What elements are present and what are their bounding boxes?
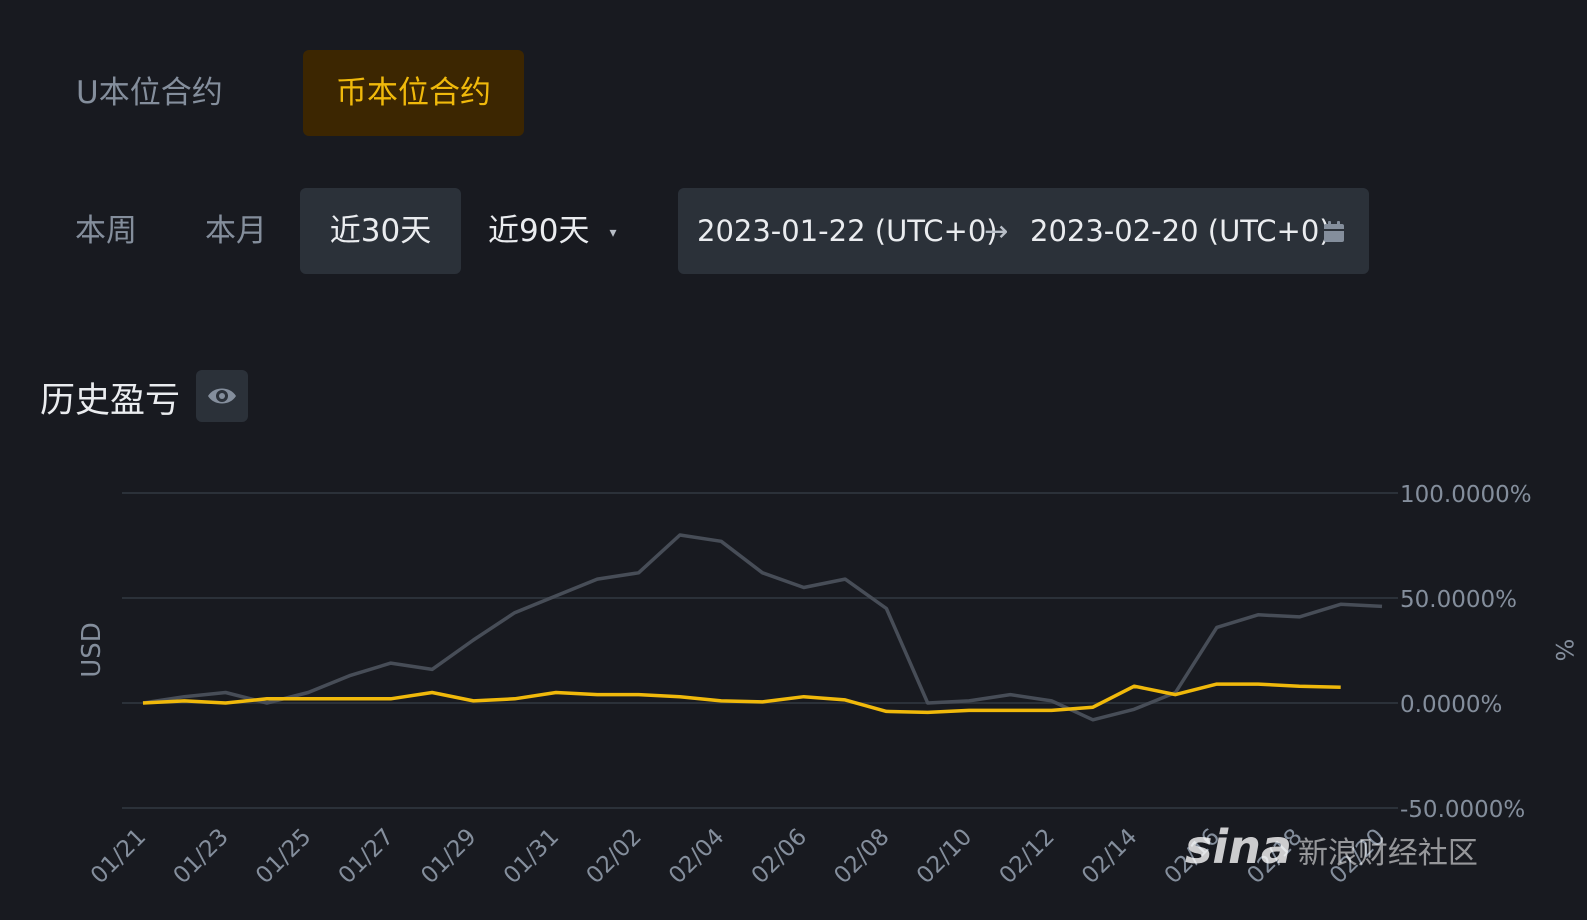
sina-logo: sina: [1185, 820, 1292, 874]
x-tick-label: 02/14: [1077, 824, 1142, 889]
arrow-right-icon: →: [984, 214, 1009, 248]
watermark: sina 新浪财经社区: [1185, 820, 1478, 874]
x-tick-label: 01/23: [169, 824, 234, 889]
x-tick-label: 02/08: [829, 824, 894, 889]
range-last-90-days-dropdown[interactable]: 近90天 ▾: [488, 188, 616, 274]
calendar-icon[interactable]: [1322, 220, 1346, 244]
tab-usdm-futures[interactable]: U本位合约: [76, 75, 223, 111]
y-axis-label-left: USD: [77, 622, 107, 678]
range-last-30-days-button[interactable]: 近30天: [300, 188, 461, 274]
range-this-month-button[interactable]: 本月: [205, 213, 267, 249]
right-tick-label: 0.0000%: [1400, 692, 1502, 718]
range-this-week-button[interactable]: 本周: [75, 213, 137, 249]
history-pnl-title: 历史盈亏: [40, 381, 181, 421]
pnl-chart: 100.0000% 50.0000% 0.0000% -50.0000% 01/21 0…: [77, 482, 1578, 889]
tab-coinm-futures[interactable]: 币本位合约: [303, 50, 524, 136]
x-tick-label: 02/12: [995, 824, 1060, 889]
right-tick-label: 50.0000%: [1400, 587, 1517, 613]
chevron-down-icon: ▾: [609, 224, 617, 241]
eye-icon[interactable]: [196, 370, 248, 422]
right-tick-label: -50.0000%: [1400, 797, 1525, 823]
x-tick-label: 01/31: [499, 824, 564, 889]
x-tick-label: 01/29: [416, 824, 481, 889]
x-tick-label: 02/10: [912, 824, 977, 889]
x-tick-label: 01/21: [86, 824, 151, 889]
series-line-gray: [142, 533, 1383, 722]
right-tick-label: 100.0000%: [1400, 482, 1532, 508]
x-tick-label: 01/27: [334, 824, 399, 889]
date-start[interactable]: 2023-01-22 (UTC+0): [697, 214, 998, 248]
range-90-label: 近90天: [488, 213, 590, 249]
y-axis-label-right: %: [1550, 639, 1578, 662]
x-tick-label: 01/25: [251, 824, 316, 889]
date-end[interactable]: 2023-02-20 (UTC+0): [1030, 214, 1331, 248]
date-range-picker[interactable]: 2023-01-22 (UTC+0) → 2023-02-20 (UTC+0): [678, 188, 1369, 274]
series-line-yellow: [142, 682, 1341, 715]
x-tick-label: 02/02: [582, 824, 647, 889]
x-tick-label: 02/06: [747, 824, 812, 889]
x-tick-label: 02/04: [664, 824, 729, 889]
watermark-text: 新浪财经社区: [1297, 836, 1478, 871]
